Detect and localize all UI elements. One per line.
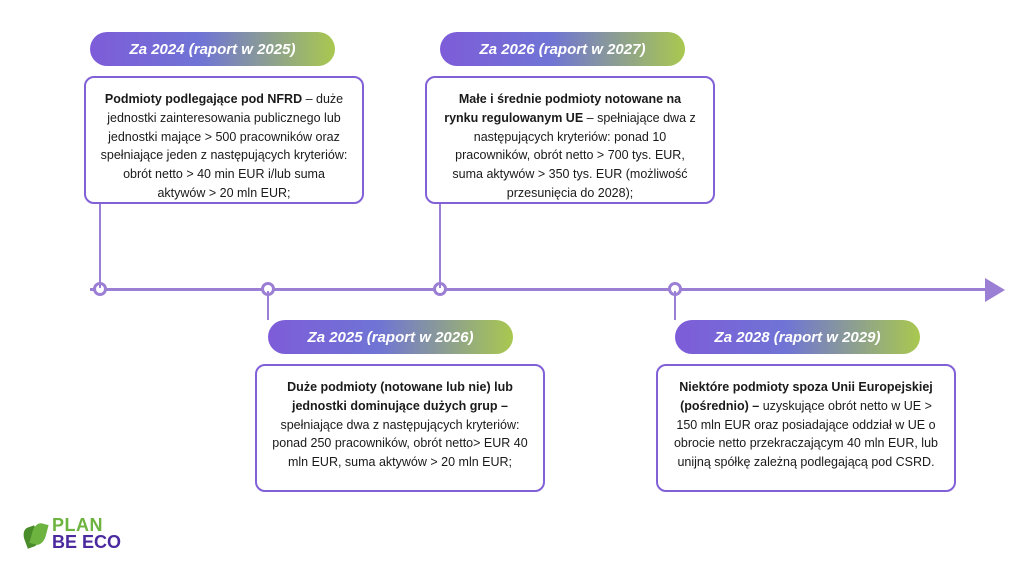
pill-label: Za 2028 (raport w 2029)	[715, 329, 881, 346]
timeline-pill: Za 2028 (raport w 2029)	[675, 320, 920, 354]
timeline-connector	[674, 291, 676, 320]
logo-eco: ECO	[77, 532, 121, 552]
timeline-connector	[439, 204, 441, 288]
timeline-pill: Za 2024 (raport w 2025)	[90, 32, 335, 66]
timeline-arrow-icon	[985, 278, 1005, 302]
card-body-text: spełniające dwa z następujących kryterió…	[272, 418, 527, 470]
leaf-icon	[22, 519, 50, 549]
pill-label: Za 2026 (raport w 2027)	[480, 41, 646, 58]
card-bold-text: Podmioty podlegające pod NFRD	[105, 92, 302, 106]
card-body-text: – duże jednostki zainteresowania publicz…	[101, 92, 348, 200]
timeline-card: Niektóre podmioty spoza Unii Europejskie…	[656, 364, 956, 492]
pill-label: Za 2024 (raport w 2025)	[130, 41, 296, 58]
logo-be: BE	[52, 532, 77, 552]
timeline-card: Podmioty podlegające pod NFRD – duże jed…	[84, 76, 364, 204]
timeline-connector	[267, 291, 269, 320]
timeline-axis	[90, 288, 990, 291]
timeline-pill: Za 2026 (raport w 2027)	[440, 32, 685, 66]
timeline-card: Duże podmioty (notowane lub nie) lub jed…	[255, 364, 545, 492]
timeline-card: Małe i średnie podmioty notowane na rynk…	[425, 76, 715, 204]
timeline-pill: Za 2025 (raport w 2026)	[268, 320, 513, 354]
pill-label: Za 2025 (raport w 2026)	[308, 329, 474, 346]
timeline-connector	[99, 204, 101, 288]
brand-logo: PLAN BE ECO	[22, 517, 121, 551]
logo-text: PLAN BE ECO	[52, 517, 121, 551]
card-bold-text: Duże podmioty (notowane lub nie) lub jed…	[287, 380, 513, 413]
